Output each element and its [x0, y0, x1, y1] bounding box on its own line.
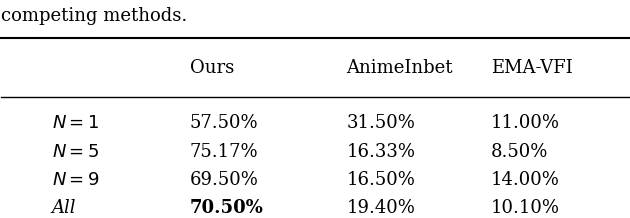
Text: 8.50%: 8.50%: [491, 143, 548, 160]
Text: $N=1$: $N=1$: [52, 114, 99, 132]
Text: Ours: Ours: [190, 59, 234, 77]
Text: 14.00%: 14.00%: [491, 171, 559, 189]
Text: 10.10%: 10.10%: [491, 199, 559, 217]
Text: 69.50%: 69.50%: [190, 171, 258, 189]
Text: competing methods.: competing methods.: [1, 7, 188, 26]
Text: 19.40%: 19.40%: [346, 199, 415, 217]
Text: 31.50%: 31.50%: [346, 114, 415, 132]
Text: 16.33%: 16.33%: [346, 143, 415, 160]
Text: EMA-VFI: EMA-VFI: [491, 59, 573, 77]
Text: $N=9$: $N=9$: [52, 171, 100, 189]
Text: AnimeInbet: AnimeInbet: [346, 59, 453, 77]
Text: 11.00%: 11.00%: [491, 114, 559, 132]
Text: All: All: [52, 199, 76, 217]
Text: 75.17%: 75.17%: [190, 143, 258, 160]
Text: 70.50%: 70.50%: [190, 199, 263, 217]
Text: 57.50%: 57.50%: [190, 114, 258, 132]
Text: 16.50%: 16.50%: [346, 171, 415, 189]
Text: $N=5$: $N=5$: [52, 143, 99, 160]
